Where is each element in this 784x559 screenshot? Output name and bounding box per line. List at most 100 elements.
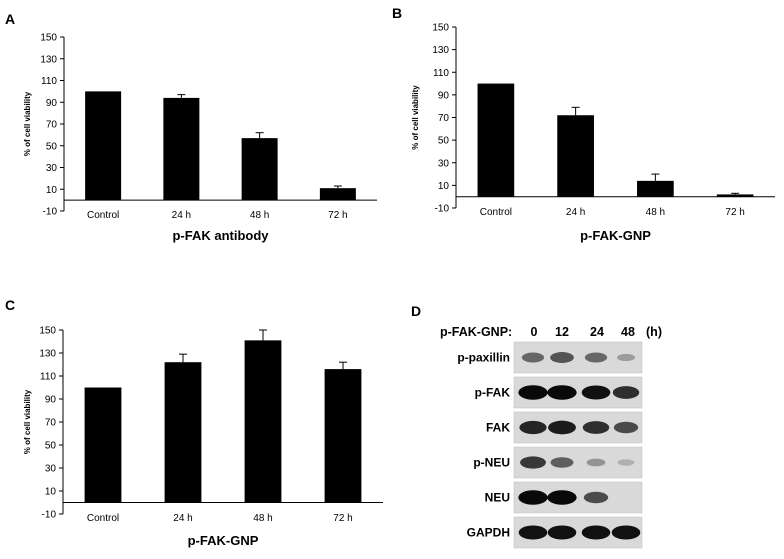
blot-band [584,352,608,363]
y-tick-label: 30 [45,464,57,475]
blot-band [617,459,635,466]
blot-row-label: p-FAK [475,386,511,400]
x-tick-label: 72 h [328,210,347,221]
blot-timepoint: 12 [555,325,569,339]
blot-timepoint: 24 [590,325,604,339]
blot-band [613,421,639,434]
y-tick-label: 30 [46,163,58,174]
y-tick-label: 130 [39,349,56,360]
blot-timepoint: 0 [531,325,538,339]
y-tick-label: 110 [41,76,57,87]
blot-band [547,525,577,540]
panel-d: Dp-FAK-GNP: 0 12 24 48 (h) p-paxillin p-FAK FAK p… [411,303,662,549]
x-axis-label: p-FAK-GNP [188,533,259,548]
bar [477,83,515,197]
panel-c: C -10 10 30 50 70 90 110 130 150 Control 24 h 48 h 72… [5,297,383,548]
blot-header-label: p-FAK-GNP: [440,325,512,339]
bar [164,362,202,503]
x-axis-label: p-FAK antibody [172,228,269,243]
y-tick-label: 110 [40,372,56,383]
y-tick-label: 150 [39,326,56,337]
blot-band [519,420,547,435]
blot-band [581,525,611,540]
y-tick-label: 130 [432,45,449,56]
panel-letter: B [392,5,402,21]
bar [163,97,200,201]
x-tick-label: Control [87,513,119,524]
panel-b: B -10 10 30 50 70 90 110 130 150 Control 24 h 48 h 72… [392,5,775,243]
x-tick-label: 48 h [253,513,272,524]
blot-band [518,385,548,400]
blot-band [611,525,641,540]
y-tick-label: 50 [438,136,450,147]
y-tick-label: 50 [46,141,58,152]
blot-band [520,456,546,469]
y-tick-label: 90 [46,98,58,109]
blot-band [581,385,611,400]
y-tick-label: 110 [433,68,449,79]
y-tick-label: 150 [432,23,449,34]
bar [637,180,674,197]
x-tick-label: Control [87,210,119,221]
bar [241,138,278,201]
y-axis-label: % of cell viability [411,85,420,150]
y-tick-label: 90 [45,395,57,406]
y-tick-label: -10 [42,510,57,521]
y-tick-label: 70 [45,418,57,429]
x-tick-label: 48 h [646,207,665,218]
y-axis-label: % of cell viability [23,389,32,454]
bar [319,188,356,201]
x-tick-label: Control [480,207,512,218]
y-tick-label: 10 [46,185,58,196]
y-tick-label: 70 [438,113,450,124]
blot-timepoint: 48 [621,325,635,339]
blot-band [547,490,577,505]
x-tick-label: 24 h [172,210,191,221]
y-tick-label: 30 [438,158,450,169]
blot-band [612,386,640,399]
blot-band [583,491,609,504]
blot-row-label: NEU [485,491,510,505]
y-tick-label: -10 [435,204,450,215]
x-tick-label: 24 h [173,513,192,524]
x-tick-label: 72 h [725,207,744,218]
blot-band [616,353,636,362]
y-tick-label: 50 [45,441,57,452]
panel-letter: C [5,297,15,313]
blot-row-label: p-paxillin [457,351,510,365]
bar [716,194,754,197]
blot-band [548,420,576,435]
x-tick-label: 24 h [566,207,585,218]
y-axis-label: % of cell viability [23,91,32,156]
x-axis-label: p-FAK-GNP [580,228,651,243]
bar [244,340,282,503]
x-tick-label: 48 h [250,210,269,221]
blot-band [521,352,545,363]
blot-band [547,385,577,400]
y-tick-label: 130 [40,54,57,65]
y-tick-label: -10 [43,207,58,218]
blot-row-label: GAPDH [467,526,510,540]
y-tick-label: 90 [438,90,450,101]
blot-band [550,457,574,468]
y-tick-label: 10 [45,487,57,498]
blot-band [518,525,548,540]
y-tick-label: 70 [46,120,58,131]
bar [84,387,122,503]
panel-a: A -10 10 30 50 70 90 110 130 150 Control 24 h 48 h 72… [5,11,377,243]
blot-row-label: p-NEU [473,456,510,470]
panel-letter: D [411,303,421,319]
bar [557,115,594,197]
blot-band [550,352,574,363]
blot-band [586,458,606,467]
y-tick-label: 150 [40,33,57,44]
blot-band [518,490,548,505]
panel-letter: A [5,11,15,27]
bar [85,91,122,201]
blot-row-label: FAK [486,421,510,435]
x-tick-label: 72 h [333,513,352,524]
bar [324,369,362,503]
y-tick-label: 10 [438,181,450,192]
blot-unit: (h) [646,325,662,339]
